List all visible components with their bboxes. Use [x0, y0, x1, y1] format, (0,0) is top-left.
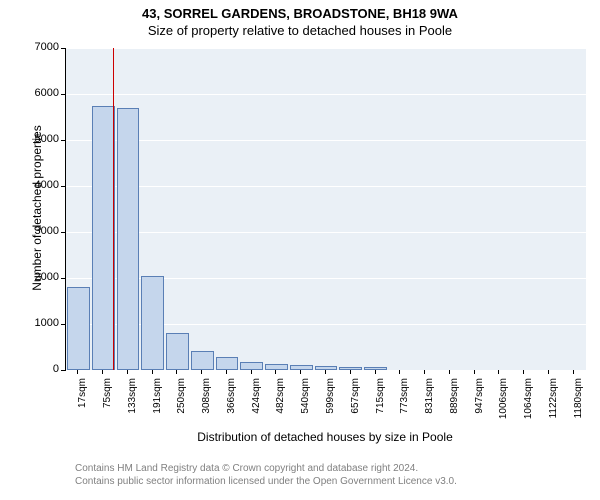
xtick-label: 308sqm — [201, 378, 212, 414]
xtick-mark — [523, 370, 524, 374]
ytick-label: 6000 — [25, 87, 59, 99]
ytick-label: 2000 — [25, 271, 59, 283]
plot-area — [65, 48, 585, 370]
ytick-mark — [61, 232, 65, 233]
xtick-mark — [152, 370, 153, 374]
bar — [240, 362, 263, 370]
xtick-mark — [474, 370, 475, 374]
ytick-mark — [61, 186, 65, 187]
ytick-label: 4000 — [25, 179, 59, 191]
xtick-mark — [498, 370, 499, 374]
bar — [216, 357, 239, 370]
xtick-mark — [176, 370, 177, 374]
xtick-mark — [424, 370, 425, 374]
xtick-label: 191sqm — [152, 378, 163, 414]
bar — [141, 276, 164, 370]
xtick-mark — [275, 370, 276, 374]
ytick-label: 7000 — [25, 41, 59, 53]
xtick-label: 250sqm — [176, 378, 187, 414]
xtick-label: 424sqm — [251, 378, 262, 414]
ytick-mark — [61, 48, 65, 49]
xtick-mark — [399, 370, 400, 374]
xtick-label: 482sqm — [275, 378, 286, 414]
ytick-label: 5000 — [25, 133, 59, 145]
xtick-label: 75sqm — [102, 378, 113, 408]
xtick-label: 1064sqm — [523, 378, 534, 419]
xtick-mark — [251, 370, 252, 374]
xtick-mark — [350, 370, 351, 374]
footer-line2: Contains public sector information licen… — [75, 475, 457, 488]
xtick-label: 1006sqm — [498, 378, 509, 419]
xtick-label: 889sqm — [449, 378, 460, 414]
bar — [166, 333, 189, 370]
ytick-mark — [61, 140, 65, 141]
xtick-label: 540sqm — [300, 378, 311, 414]
xtick-label: 947sqm — [474, 378, 485, 414]
gridline — [66, 48, 586, 49]
footer: Contains HM Land Registry data © Crown c… — [75, 462, 457, 488]
xtick-label: 133sqm — [127, 378, 138, 414]
ytick-label: 1000 — [25, 317, 59, 329]
xtick-mark — [300, 370, 301, 374]
x-axis-label: Distribution of detached houses by size … — [65, 430, 585, 444]
gridline — [66, 370, 586, 371]
xtick-mark — [201, 370, 202, 374]
footer-line1: Contains HM Land Registry data © Crown c… — [75, 462, 457, 475]
gridline — [66, 94, 586, 95]
gridline — [66, 140, 586, 141]
xtick-label: 17sqm — [77, 378, 88, 408]
xtick-label: 1122sqm — [548, 378, 559, 418]
xtick-mark — [449, 370, 450, 374]
ytick-mark — [61, 370, 65, 371]
bar — [117, 108, 140, 370]
title-sub: Size of property relative to detached ho… — [0, 21, 600, 38]
xtick-label: 831sqm — [424, 378, 435, 414]
gridline — [66, 232, 586, 233]
plot-inner — [65, 48, 586, 371]
xtick-mark — [127, 370, 128, 374]
xtick-label: 599sqm — [325, 378, 336, 414]
xtick-label: 366sqm — [226, 378, 237, 414]
marker-line — [113, 48, 114, 370]
xtick-mark — [102, 370, 103, 374]
xtick-label: 657sqm — [350, 378, 361, 414]
xtick-label: 773sqm — [399, 378, 410, 414]
title-main: 43, SORREL GARDENS, BROADSTONE, BH18 9WA — [0, 0, 600, 21]
xtick-mark — [77, 370, 78, 374]
xtick-label: 715sqm — [375, 378, 386, 414]
ytick-mark — [61, 278, 65, 279]
ytick-label: 3000 — [25, 225, 59, 237]
xtick-label: 1180sqm — [573, 378, 584, 418]
xtick-mark — [548, 370, 549, 374]
bar — [67, 287, 90, 370]
gridline — [66, 186, 586, 187]
xtick-mark — [325, 370, 326, 374]
xtick-mark — [375, 370, 376, 374]
ytick-mark — [61, 94, 65, 95]
xtick-mark — [226, 370, 227, 374]
bar — [92, 106, 115, 371]
bar — [191, 351, 214, 370]
ytick-label: 0 — [25, 363, 59, 375]
ytick-mark — [61, 324, 65, 325]
xtick-mark — [573, 370, 574, 374]
